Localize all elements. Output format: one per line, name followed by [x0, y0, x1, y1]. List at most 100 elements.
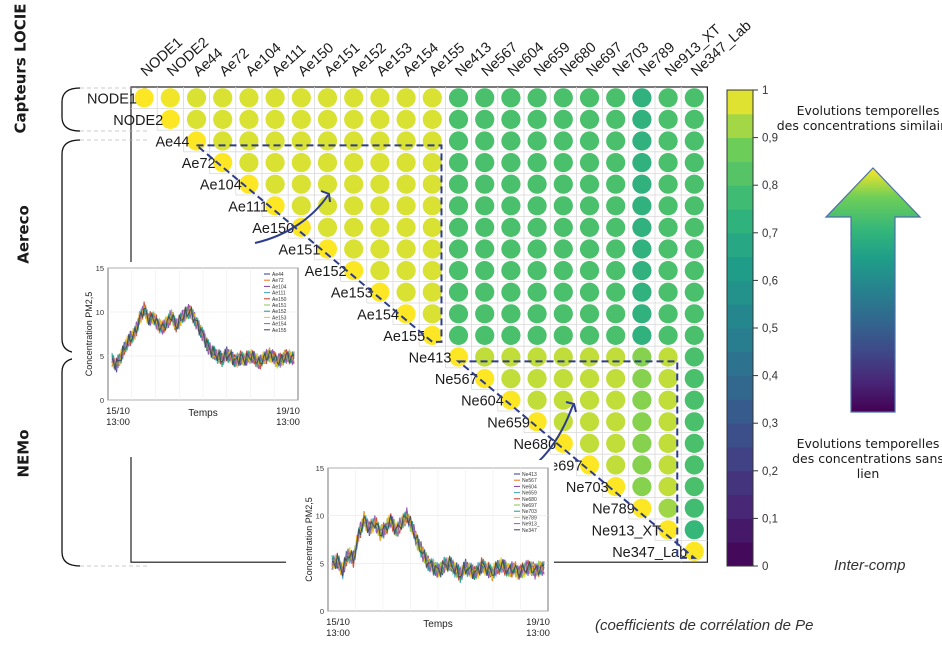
- correlation-dot: [527, 174, 547, 194]
- arrow-aereco: [254, 194, 329, 244]
- inset-ytick: 5: [100, 352, 104, 361]
- correlation-dot: [658, 131, 678, 151]
- colorbar-tick-label: 0,2: [762, 466, 778, 478]
- inset-legend-label: Ne567: [522, 478, 537, 484]
- correlation-dot: [606, 325, 626, 345]
- correlation-dot: [579, 325, 600, 345]
- correlation-dot: [658, 520, 678, 540]
- row-label: Ne703: [566, 480, 609, 496]
- correlation-dot: [265, 109, 285, 129]
- correlation-dot: [186, 109, 207, 129]
- correlation-dot: [213, 131, 233, 151]
- inset-legend-label: Ne789: [522, 515, 537, 521]
- inset-legend-label: Ae153: [272, 315, 287, 321]
- correlation-dot: [553, 153, 573, 173]
- annotation-unrelated: lien: [857, 466, 880, 481]
- correlation-dot: [579, 282, 600, 302]
- correlation-dot: [396, 217, 416, 237]
- correlation-dot: [606, 282, 626, 302]
- correlation-dot: [606, 131, 626, 151]
- row-label: NODE1: [87, 91, 137, 107]
- colorbar-band: [727, 328, 753, 353]
- inset-xtick: 13:00: [326, 628, 350, 639]
- correlation-dot: [239, 174, 259, 194]
- correlation-dot: [579, 88, 600, 108]
- correlation-dot: [501, 88, 521, 108]
- correlation-dot: [632, 239, 652, 259]
- correlation-dot: [160, 88, 180, 108]
- row-label: Ae153: [331, 286, 373, 302]
- correlation-dot: [632, 390, 652, 410]
- inset-legend-label: Ne680: [522, 497, 537, 503]
- correlation-dot: [448, 347, 469, 367]
- correlation-dot: [317, 109, 338, 129]
- colorbar-band: [727, 209, 753, 234]
- correlation-dot: [658, 369, 678, 389]
- colorbar-tick-label: 0,7: [762, 228, 778, 240]
- colorbar-tick-label: 1: [762, 85, 768, 97]
- correlation-dot: [291, 217, 311, 237]
- correlation-dot: [632, 477, 652, 497]
- colorbar-tick-label: 0,9: [762, 133, 778, 145]
- correlation-dot: [422, 239, 442, 259]
- correlation-dot: [684, 109, 704, 129]
- correlation-dot: [501, 131, 521, 151]
- correlation-dot: [213, 88, 233, 108]
- correlation-dot: [632, 282, 652, 302]
- correlation-dot: [396, 196, 416, 216]
- correlation-dot: [475, 88, 495, 108]
- correlation-dot: [684, 325, 704, 345]
- correlation-dot: [684, 88, 704, 108]
- correlation-dot: [370, 239, 390, 259]
- colorbar-band: [727, 161, 753, 186]
- row-label: Ne567: [435, 372, 478, 388]
- inset-xtick: 13:00: [526, 628, 550, 639]
- correlation-dot: [265, 131, 285, 151]
- correlation-dot: [579, 390, 600, 410]
- row-label: Ne413: [409, 351, 452, 367]
- correlation-dot: [553, 239, 573, 259]
- correlation-dot: [527, 304, 547, 324]
- inset-series-line: [331, 513, 545, 580]
- correlation-dot: [422, 261, 442, 281]
- inset-ylabel: Concentration PM2,5: [84, 292, 94, 377]
- colorbar-band: [727, 185, 753, 210]
- row-label: Ae111: [228, 199, 268, 215]
- correlation-dot: [475, 325, 495, 345]
- annotation-unrelated: des concentrations sans: [792, 451, 942, 466]
- correlation-dot: [527, 131, 547, 151]
- annotation-similar: Evolutions temporelles: [797, 103, 940, 118]
- correlation-dot: [684, 239, 704, 259]
- correlation-dot: [501, 390, 521, 410]
- aereco-block-outline: [193, 144, 443, 343]
- correlation-dot: [658, 88, 678, 108]
- correlation-dot: [579, 174, 600, 194]
- correlation-dot: [658, 174, 678, 194]
- correlation-dot: [344, 174, 364, 194]
- correlation-dot: [606, 217, 626, 237]
- inset-xlabel: Temps: [423, 619, 452, 630]
- colorbar-band: [727, 256, 753, 281]
- correlation-dot: [475, 217, 495, 237]
- correlation-dot: [448, 109, 469, 129]
- correlation-dot: [213, 109, 233, 129]
- correlation-dot: [579, 239, 600, 259]
- column-label: Ae72: [217, 45, 253, 80]
- correlation-dot: [684, 174, 704, 194]
- correlation-dot: [632, 455, 652, 475]
- correlation-dot: [501, 239, 521, 259]
- correlation-dot: [527, 412, 547, 432]
- correlation-dot: [553, 109, 573, 129]
- correlation-dot: [265, 153, 285, 173]
- correlation-dot: [684, 455, 704, 475]
- bracket-nemo: [61, 357, 81, 567]
- row-label: Ne347_Lab: [612, 545, 687, 561]
- correlation-dot: [422, 196, 442, 216]
- correlation-dot: [606, 347, 626, 367]
- correlation-dot: [684, 412, 704, 432]
- correlation-dot: [684, 282, 704, 302]
- correlation-dot: [579, 131, 600, 151]
- correlation-dot: [527, 390, 547, 410]
- colorbar-band: [727, 494, 753, 519]
